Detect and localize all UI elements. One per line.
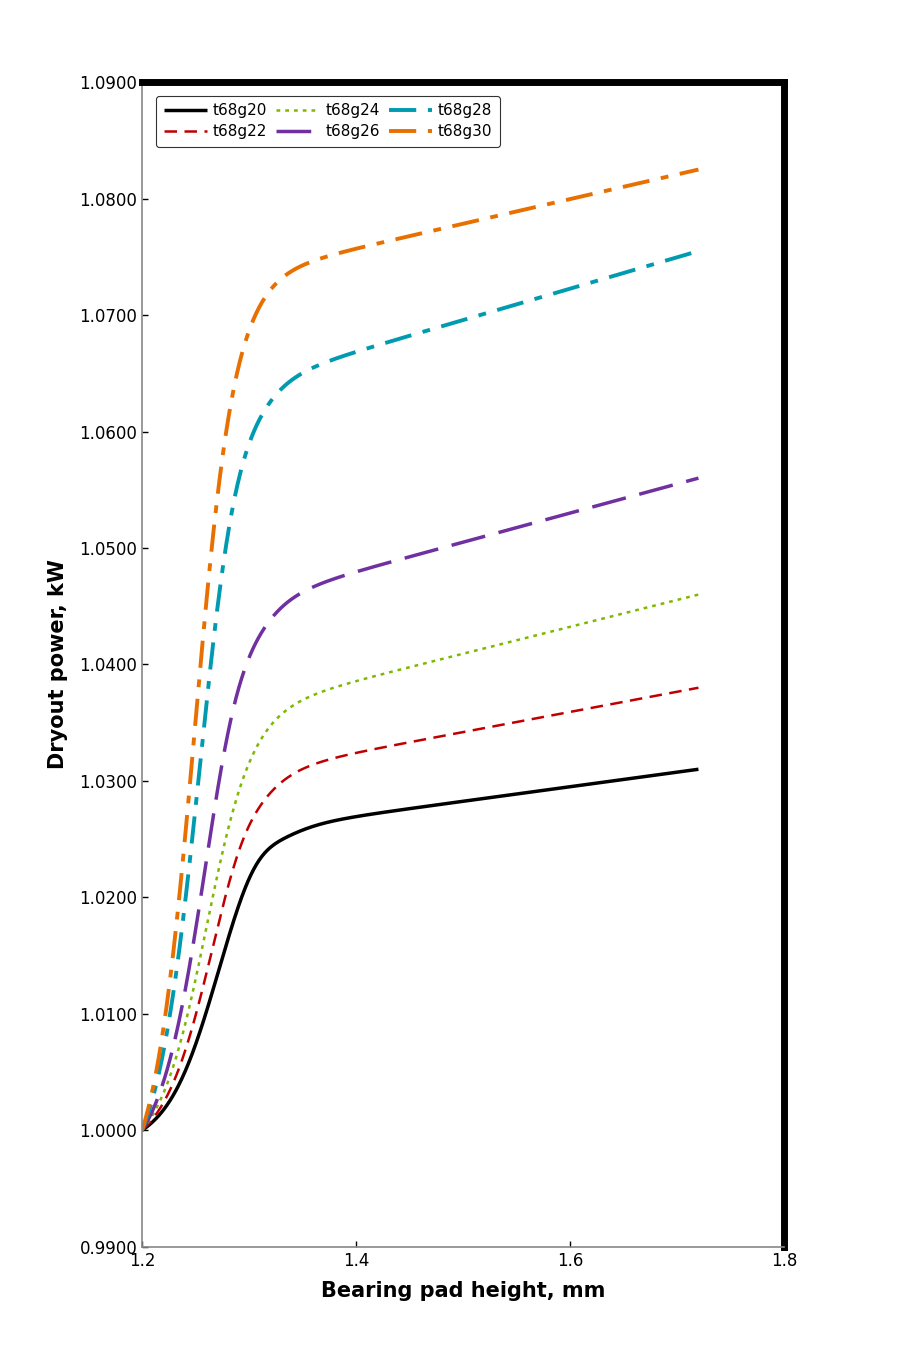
t68g24 [474,641,485,658]
t68g22 [137,1122,148,1138]
t68g26 [693,470,704,486]
t68g20 [137,1122,148,1138]
t68g30 [558,192,569,208]
t68g28 [693,242,704,259]
Legend: t68g20, t68g22, t68g24, t68g26, t68g28, t68g30: t68g20, t68g22, t68g24, t68g26, t68g28, … [156,96,500,147]
t68g20 [615,771,626,788]
t68g24 [615,606,626,622]
t68g26 [491,525,502,541]
t68g26 [137,1122,148,1138]
t68g30 [171,918,182,934]
t68g28 [171,964,182,981]
t68g22 [558,704,569,721]
Line: t68g22: t68g22 [142,688,699,1130]
t68g28 [474,307,485,323]
t68g22 [491,718,502,734]
t68g20 [693,762,704,778]
t68g30 [693,162,704,178]
t68g22 [459,723,470,740]
t68g28 [137,1122,148,1138]
t68g24 [459,645,470,662]
t68g28 [558,282,569,299]
t68g20 [491,789,502,806]
t68g26 [171,1025,182,1041]
Y-axis label: Dryout power, kW: Dryout power, kW [49,559,68,770]
t68g26 [474,529,485,545]
t68g20 [459,793,470,810]
t68g20 [171,1082,182,1099]
t68g24 [558,621,569,637]
Line: t68g28: t68g28 [142,251,699,1130]
t68g20 [558,780,569,796]
t68g24 [693,586,704,603]
t68g22 [171,1067,182,1084]
Line: t68g24: t68g24 [142,595,699,1130]
t68g22 [693,680,704,696]
Line: t68g20: t68g20 [142,770,699,1130]
t68g22 [615,695,626,711]
t68g28 [491,301,502,318]
t68g30 [459,215,470,232]
Line: t68g26: t68g26 [142,478,699,1130]
Line: t68g30: t68g30 [142,170,699,1130]
t68g30 [491,208,502,225]
t68g30 [137,1122,148,1138]
t68g28 [459,311,470,327]
t68g28 [615,266,626,282]
X-axis label: Bearing pad height, mm: Bearing pad height, mm [321,1281,605,1300]
t68g20 [474,790,485,807]
t68g24 [171,1048,182,1064]
t68g22 [474,721,485,737]
t68g26 [615,490,626,507]
t68g24 [137,1122,148,1138]
t68g26 [558,507,569,523]
t68g26 [459,533,470,549]
t68g30 [474,211,485,227]
t68g24 [491,637,502,653]
t68g30 [615,179,626,196]
